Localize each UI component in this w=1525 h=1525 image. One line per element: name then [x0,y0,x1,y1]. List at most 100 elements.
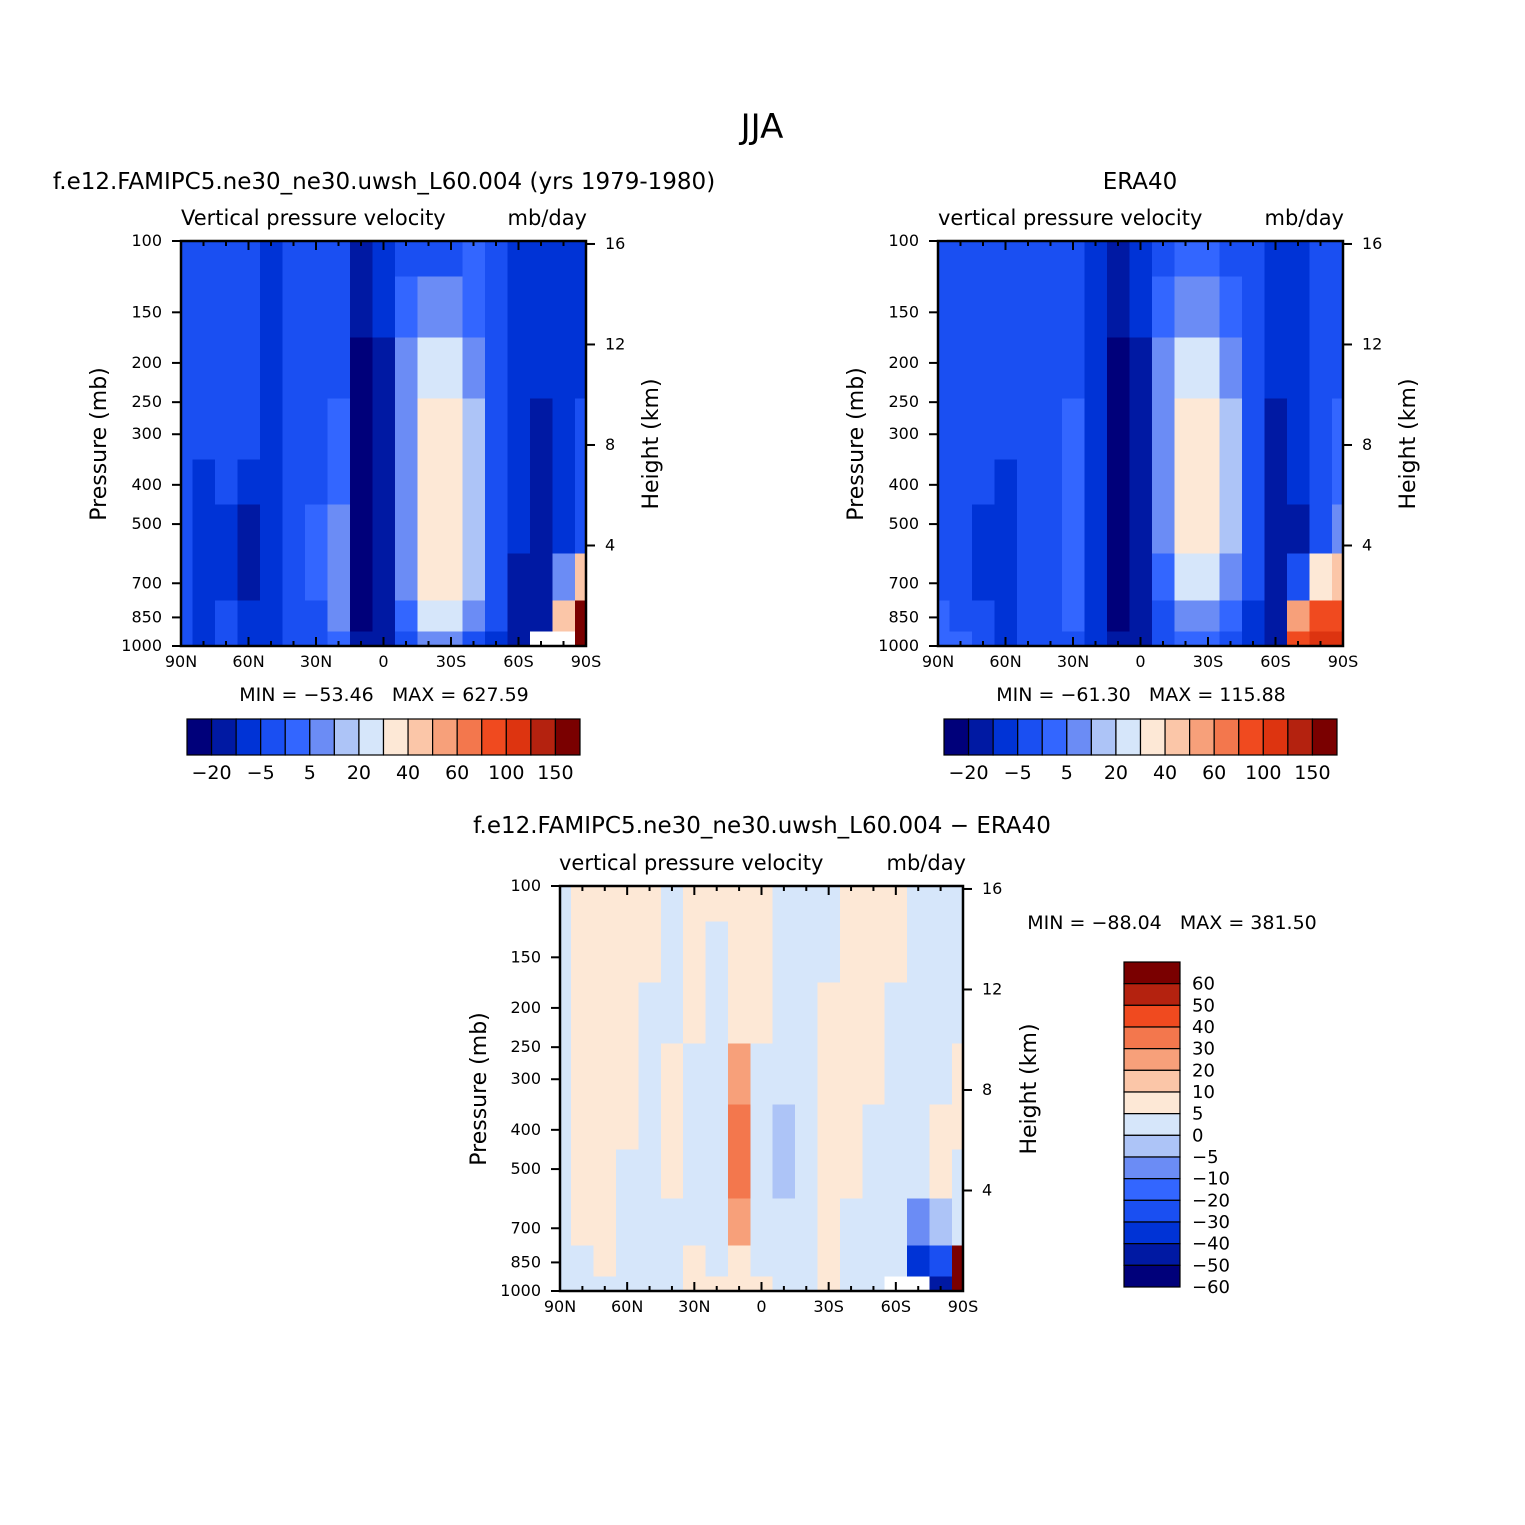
contour-cell [552,631,576,646]
contour-cell [1219,553,1243,601]
contour-cell [237,459,261,506]
y2-axis-label: Height (km) [1396,378,1421,509]
y-tick-label: 1000 [878,636,919,655]
contour-cell [327,600,351,633]
colorbar-label: −30 [1192,1212,1230,1233]
contour-cell [1039,337,1063,400]
contour-cell [1151,459,1175,506]
colorbar-box [284,718,311,756]
contour-cell [439,241,463,278]
contour-cell [507,398,531,461]
contour-cell [560,1043,572,1106]
contour-cell [949,276,973,339]
contour-cell [795,1276,819,1291]
contour-cell [552,276,576,339]
contour-cell [994,398,1018,461]
contour-cell [282,553,306,601]
y-tick-label: 400 [131,475,162,494]
contour-cell [181,241,193,278]
contour-cell [839,1104,863,1151]
contour-cell [282,337,306,400]
contour-cell [1286,600,1310,633]
contour-cell [349,241,373,278]
contour-cell [1264,459,1288,506]
contour-cell [949,631,973,646]
contour-cell [1241,600,1265,633]
colorbar-box [1123,1091,1181,1115]
y-tick-label: 850 [510,1252,541,1271]
colorbar-box [407,718,434,756]
contour-cell [349,398,373,461]
contour-cell [1039,553,1063,601]
colorbar-label: 20 [347,762,371,784]
contour-cell [327,398,351,461]
contour-cell [593,1043,617,1106]
contour-cell [1151,600,1175,633]
contour-cell [304,276,328,339]
contour-cell [862,886,886,923]
panel-units-label: mb/day [1265,206,1345,230]
contour-cell [884,1245,908,1278]
contour-cell [529,631,553,646]
contour-cell [862,1245,886,1278]
contour-cell [593,982,617,1045]
contour-cell [615,1104,639,1151]
contour-cell [214,241,238,278]
contour-cell [1241,398,1265,461]
contour-cell [1196,398,1220,461]
contour-cell [1151,337,1175,400]
colorbar-box [992,718,1019,756]
contour-cell [951,1149,963,1200]
colorbar-label: 60 [1202,762,1226,784]
contour-cell [1084,337,1108,400]
panel-title: ERA40 [1103,169,1178,195]
contour-cell [259,553,283,601]
colorbar-box [1123,961,1181,985]
contour-cell [304,600,328,633]
colorbar-box [505,718,532,756]
colorbar-box [967,718,994,756]
colorbar-box [1139,718,1166,756]
x-tick-label: 0 [756,1297,766,1316]
contour-cell [1241,337,1265,400]
contour-cell [638,1149,662,1200]
contour-cell [994,600,1018,633]
y2-tick-label: 12 [605,334,625,353]
contour-cell [1151,241,1175,278]
contour-cell [571,1149,595,1200]
contour-cell [1151,631,1175,646]
contour-cell [938,276,950,339]
contour-cell [462,276,486,339]
contour-cell [862,1043,886,1106]
contour-cell [971,241,995,278]
contour-cell [462,631,486,646]
contour-cell [529,553,553,601]
contour-cell [705,1198,729,1246]
x-tick-label: 90N [922,652,954,671]
contour-cell [282,276,306,339]
contour-cell [593,1198,617,1246]
contour-cell [181,276,193,339]
contour-cell [394,631,418,646]
colorbar: −20 −5 5 20 40 60 100 150 [943,718,1338,784]
contour-cell [417,459,441,506]
contour-cell [1331,600,1343,633]
contour-cell [394,459,418,506]
contour-cell [683,921,707,984]
contour-cell [282,459,306,506]
contour-cell [862,921,886,984]
contour-cell [1286,631,1310,646]
y2-axis-label: Height (km) [1017,1023,1042,1154]
panel-obs: ERA40 vertical pressure velocity mb/day … [844,169,1421,784]
contour-cell [552,600,576,633]
contour-cell [994,459,1018,506]
x-tick-label: 30S [436,652,467,671]
contour-cell [638,982,662,1045]
contour-cell [571,982,595,1045]
contour-cell [304,241,328,278]
contour-cell [1016,504,1040,555]
x-tick-label: 30S [813,1297,844,1316]
contour-cell [1061,504,1085,555]
contour-cell [938,553,950,601]
contour-cell [1264,276,1288,339]
